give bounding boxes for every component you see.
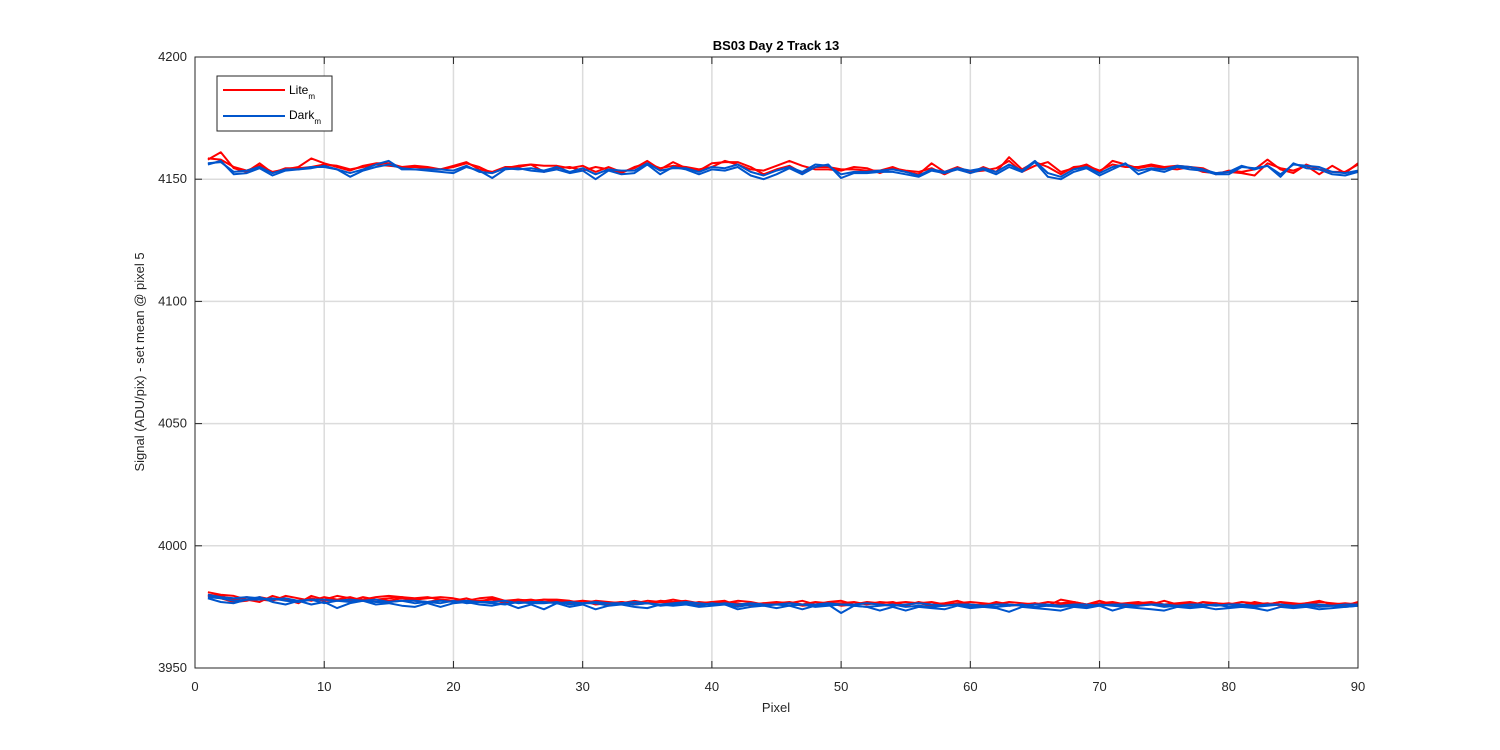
series-lines: [207, 151, 1359, 614]
x-tick-label: 40: [705, 679, 719, 694]
y-axis-label: Signal (ADU/pix) - set mean @ pixel 5: [132, 252, 147, 471]
legend-label-dark: Darkm: [289, 108, 321, 126]
legend-lite-subscript: m: [308, 92, 315, 101]
x-tick-label: 20: [446, 679, 460, 694]
y-tick-label: 4150: [158, 171, 187, 186]
axis-ticks: 0 10 20 30 40 50 60 70 80 90395040004050410041504…: [158, 49, 1365, 694]
x-tick-label: 90: [1351, 679, 1365, 694]
legend-lite-text: Lite: [289, 83, 309, 97]
x-tick-label: 50: [834, 679, 848, 694]
series-line-dark: [207, 593, 1358, 607]
x-tick-label: 0: [191, 679, 198, 694]
y-tick-label: 4050: [158, 416, 187, 431]
legend: Litem Darkm: [216, 75, 333, 132]
legend-dark-subscript: m: [314, 117, 321, 126]
chart-title: BS03 Day 2 Track 13: [713, 38, 839, 53]
y-tick-label: 3950: [158, 660, 187, 675]
series-line-dark: [207, 159, 1359, 178]
y-tick-label: 4100: [158, 293, 187, 308]
legend-label-lite: Litem: [289, 83, 315, 101]
x-tick-label: 70: [1092, 679, 1106, 694]
series-line-dark: [207, 596, 1359, 614]
x-axis-label: Pixel: [762, 700, 790, 715]
y-tick-label: 4200: [158, 49, 187, 64]
y-tick-label: 4000: [158, 538, 187, 553]
x-tick-label: 30: [575, 679, 589, 694]
x-tick-label: 60: [963, 679, 977, 694]
grid-lines: [195, 57, 1358, 668]
legend-dark-text: Dark: [289, 108, 315, 122]
plot-area-frame: [194, 56, 1359, 669]
x-tick-label: 80: [1222, 679, 1236, 694]
x-tick-label: 10: [317, 679, 331, 694]
legend-box: [216, 75, 333, 132]
